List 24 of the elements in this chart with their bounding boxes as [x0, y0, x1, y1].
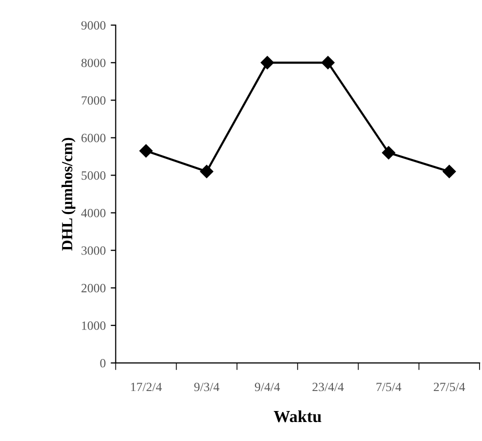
- x-tick-label: 7/5/4: [376, 382, 402, 392]
- y-tick-label: 6000: [81, 134, 106, 142]
- y-tick-label: 4000: [81, 208, 106, 218]
- x-axis-title: Waktu: [274, 410, 322, 422]
- y-tick-label: 0: [100, 358, 106, 368]
- point: [139, 144, 153, 158]
- x-tick-label: 27/5/4: [434, 382, 466, 392]
- point: [260, 56, 274, 70]
- x-tick-label: 9/3/4: [194, 382, 220, 392]
- y-axis-title: DHL (µmhos/cm): [62, 138, 76, 251]
- y-tick-label: 5000: [82, 171, 106, 180]
- y-tick-label: 2000: [82, 284, 106, 292]
- y-tick-label: 1000: [82, 321, 106, 330]
- x-tick-label: 17/2/4: [131, 382, 162, 392]
- y-tick-label: 8000: [81, 58, 106, 68]
- x-tick-label: 9/4/4: [254, 382, 280, 392]
- y-tick-label: 7000: [82, 96, 106, 105]
- y-tick-label: 9000: [81, 21, 106, 30]
- y-tick-label: 3000: [82, 246, 106, 255]
- point: [442, 164, 456, 178]
- point: [382, 146, 396, 160]
- point: [321, 56, 335, 70]
- point: [200, 164, 214, 178]
- x-tick-label: 23/4/4: [312, 382, 344, 392]
